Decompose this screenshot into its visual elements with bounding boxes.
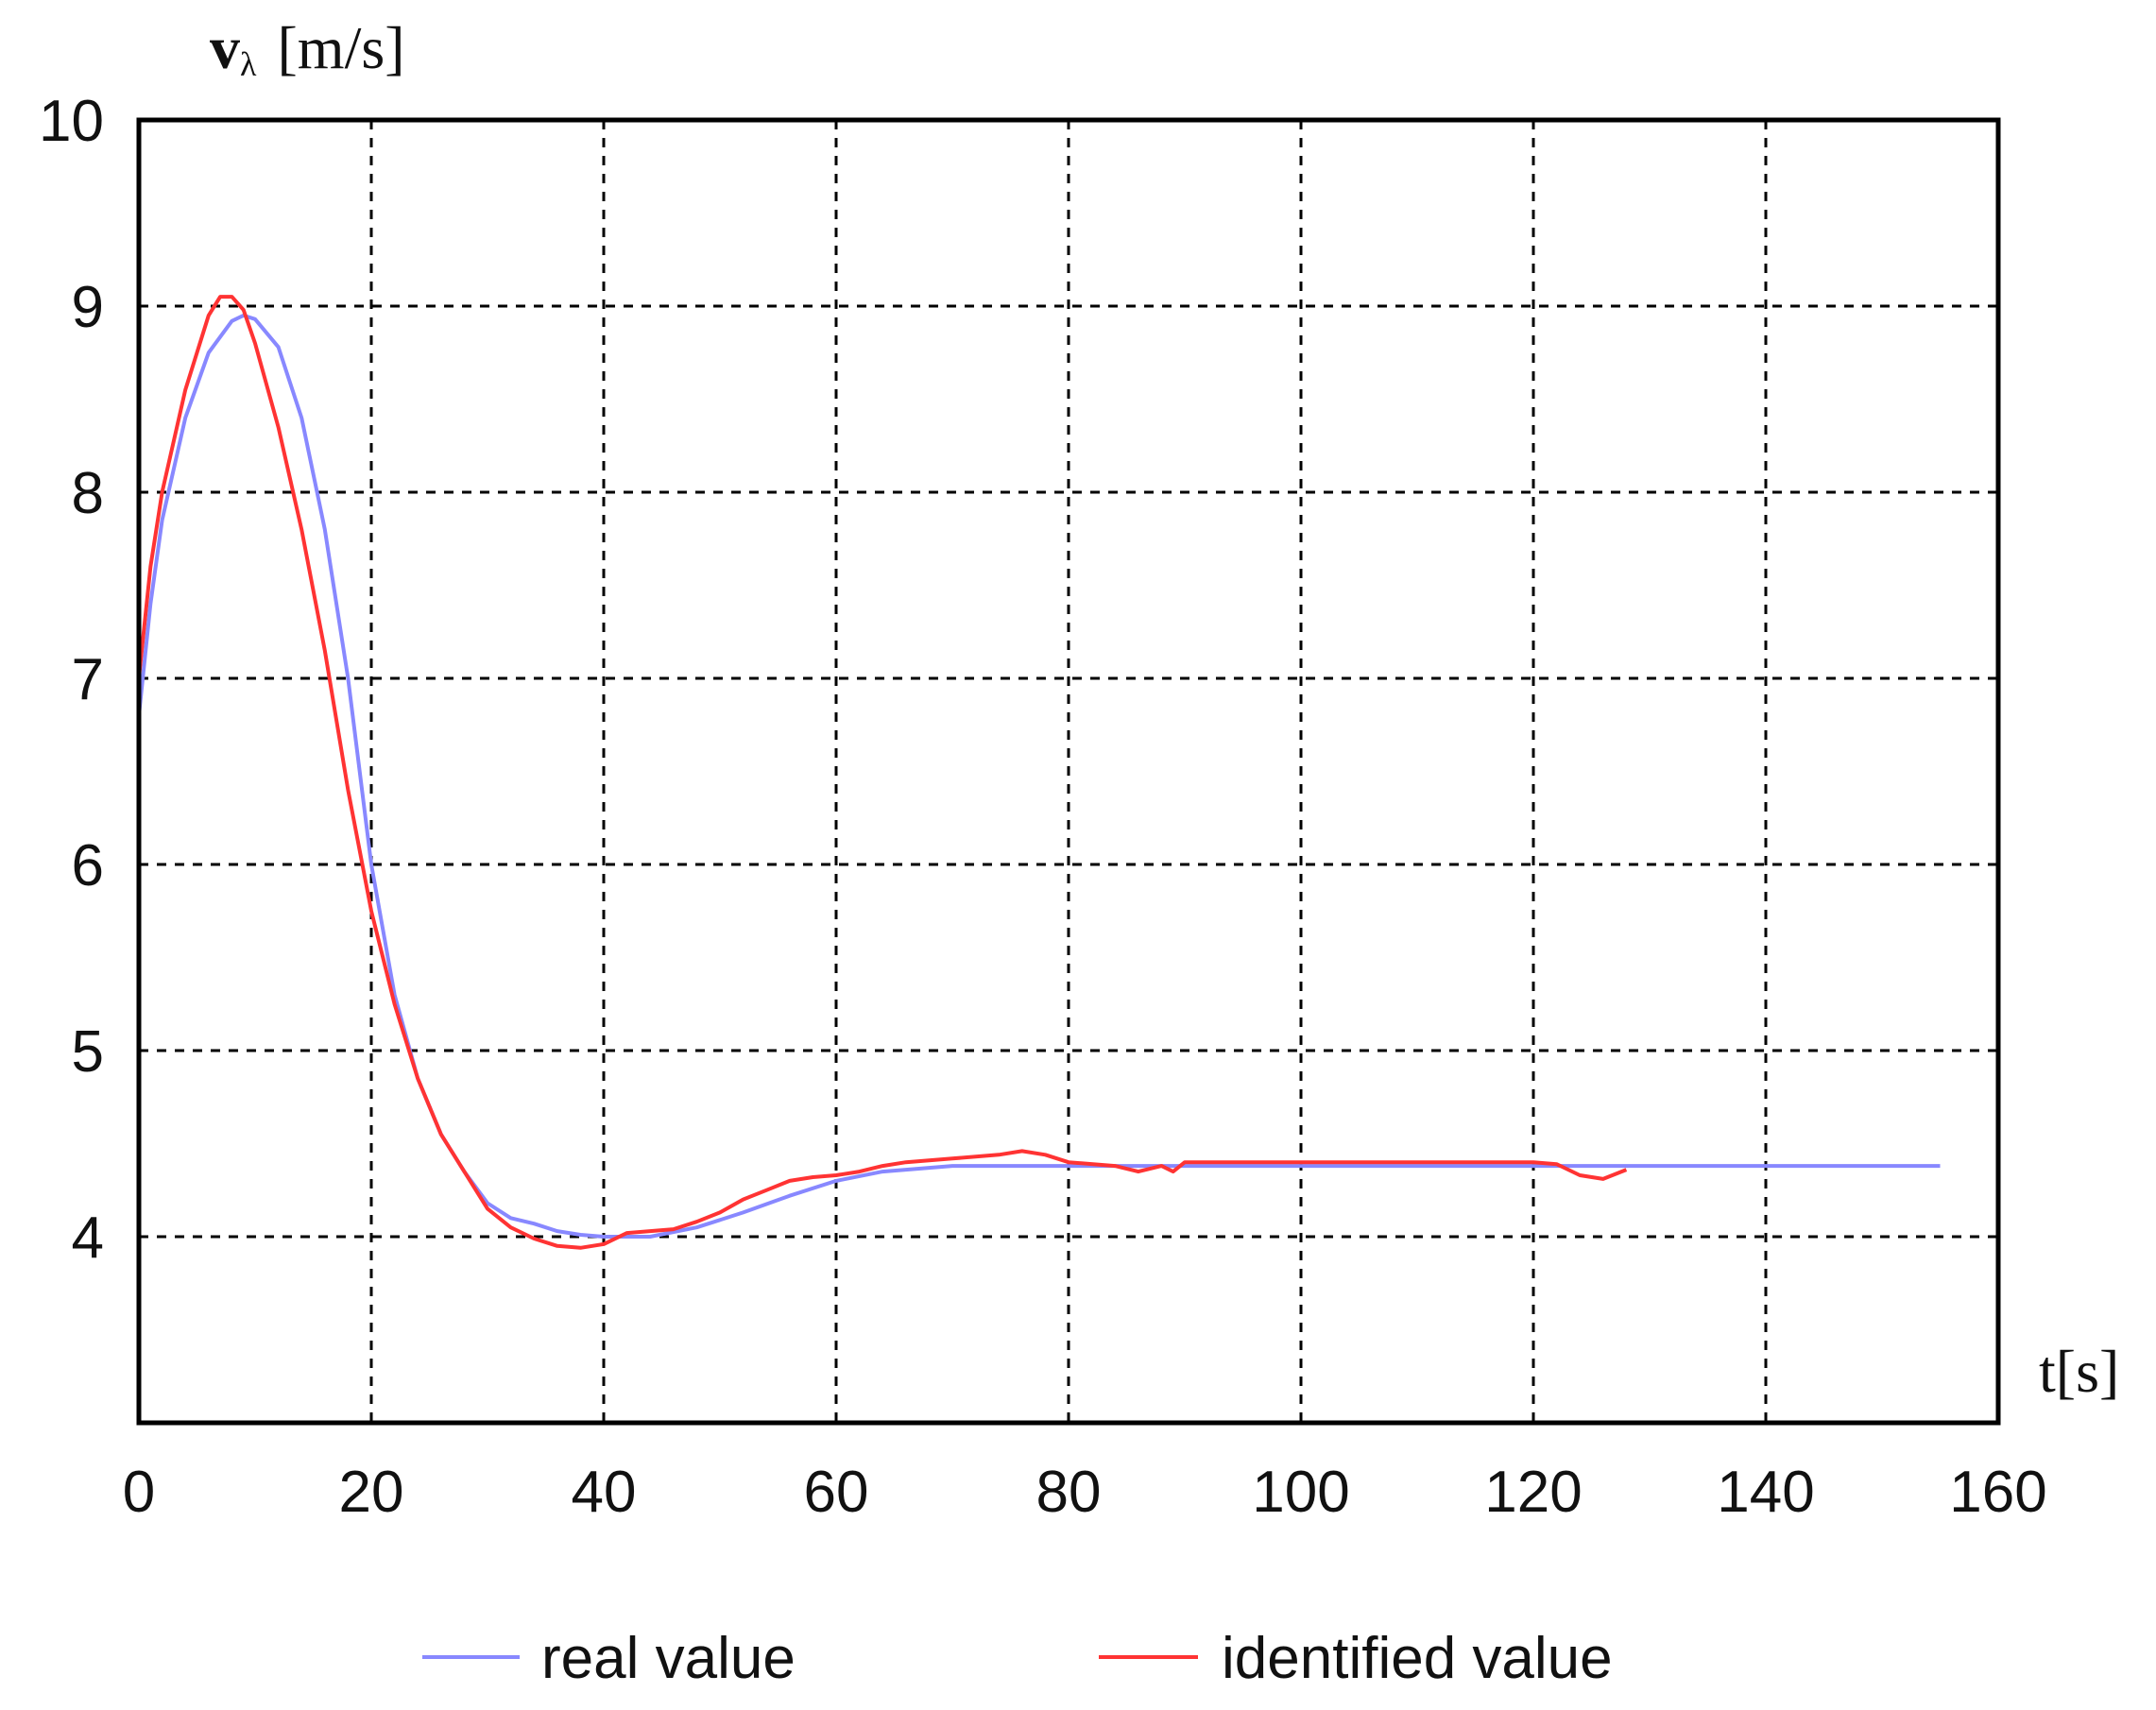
y-tick-label: 6 bbox=[72, 833, 104, 898]
y-tick-label: 10 bbox=[39, 89, 104, 154]
x-tick-label: 100 bbox=[1252, 1460, 1349, 1525]
y-axis-symbol: v bbox=[210, 14, 240, 81]
y-axis-subscript: λ bbox=[240, 45, 257, 83]
y-tick-label: 5 bbox=[72, 1019, 104, 1085]
y-tick-labels: 4 5 6 7 8 9 10 bbox=[39, 89, 104, 1271]
series-lines bbox=[137, 295, 1941, 1250]
x-tick-label: 40 bbox=[572, 1460, 637, 1525]
y-axis-label: vλ [m/s] bbox=[210, 14, 405, 83]
x-tick-label: 120 bbox=[1484, 1460, 1582, 1525]
y-tick-label: 8 bbox=[72, 461, 104, 526]
x-tick-labels: 0 20 40 60 80 100 120 140 160 bbox=[123, 1460, 2047, 1525]
x-tick-label: 60 bbox=[804, 1460, 869, 1525]
series-line-identified-value bbox=[137, 295, 1628, 1250]
x-tick-label: 140 bbox=[1717, 1460, 1814, 1525]
x-axis-label: t[s] bbox=[2039, 1338, 2119, 1405]
legend: real value identified value bbox=[422, 1626, 1613, 1691]
grid-lines bbox=[139, 120, 1998, 1423]
legend-label-identified-value: identified value bbox=[1222, 1626, 1613, 1691]
y-tick-label: 4 bbox=[72, 1206, 104, 1271]
x-tick-label: 20 bbox=[339, 1460, 404, 1525]
legend-label-real-value: real value bbox=[541, 1626, 796, 1691]
x-tick-label: 160 bbox=[1949, 1460, 2046, 1525]
y-tick-label: 7 bbox=[72, 647, 104, 712]
x-tick-label: 80 bbox=[1036, 1460, 1102, 1525]
y-tick-label: 9 bbox=[72, 275, 104, 340]
plot-frame bbox=[136, 117, 2001, 1426]
y-axis-unit: [m/s] bbox=[277, 14, 404, 81]
x-tick-label: 0 bbox=[123, 1460, 155, 1525]
